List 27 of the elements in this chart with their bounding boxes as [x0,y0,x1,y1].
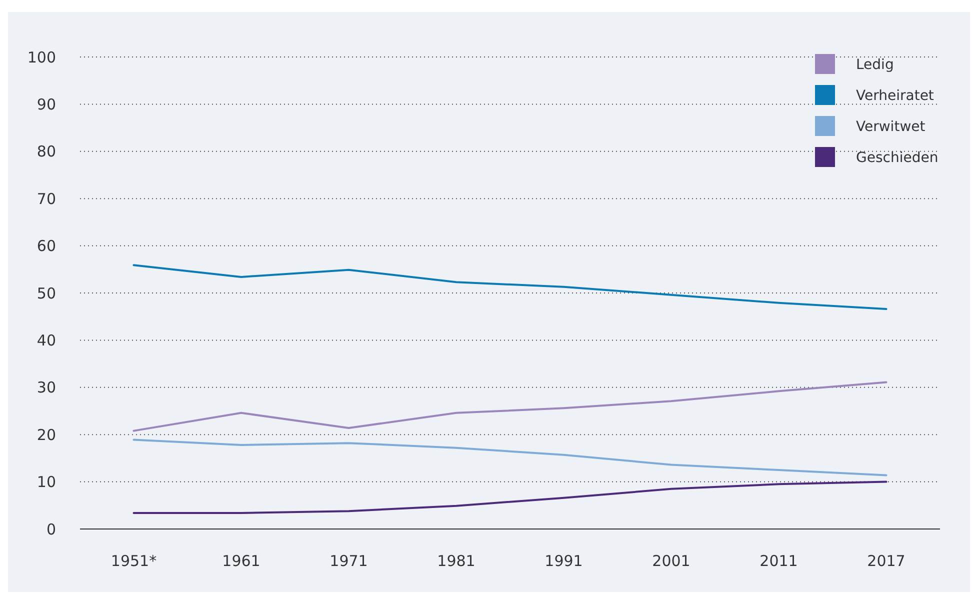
y-tick-label: 30 [36,378,56,397]
x-tick-label: 1951* [110,552,158,570]
x-tick-label: 1971 [330,552,368,570]
x-tick-label: 1991 [544,552,583,570]
legend-label: Geschieden [856,150,938,166]
x-tick-label: 2011 [760,552,798,570]
legend-label: Verwitwet [856,118,926,135]
x-tick-label: 1961 [222,552,260,570]
y-tick-label: 0 [46,520,56,538]
legend-label: Ledig [856,56,894,73]
line-series [132,438,888,476]
y-tick-label: 70 [36,190,56,208]
line-series [132,480,888,514]
line-series [132,381,888,432]
x-tick-label: 2001 [652,552,690,570]
legend-label: Verheiratet [856,88,934,104]
x-tick-label: 1981 [437,552,476,570]
line-series [132,264,888,310]
x-tick-label: 2017 [867,552,906,570]
y-tick-label: 20 [36,426,56,444]
y-tick-label: 60 [36,237,56,256]
y-tick-label: 40 [36,331,56,350]
y-tick-label: 50 [36,284,56,302]
y-tick-label: 80 [36,142,56,161]
y-tick-label: 90 [36,95,56,114]
y-tick-label: 10 [36,473,56,492]
y-tick-label: 100 [27,48,56,66]
